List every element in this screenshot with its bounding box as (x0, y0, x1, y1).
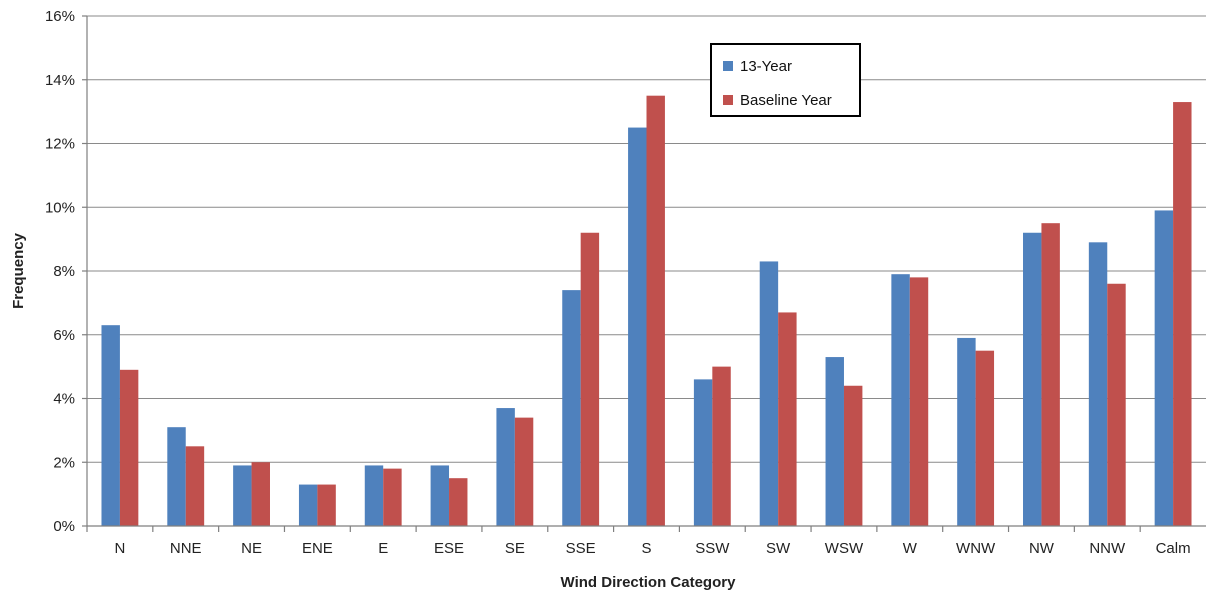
y-tick-label: 2% (53, 454, 75, 471)
y-tick-label: 14% (45, 72, 75, 89)
bar-baseline-year-calm (1173, 102, 1192, 526)
bar-13-year-nne (167, 427, 186, 526)
bar-13-year-wsw (825, 357, 844, 526)
bar-13-year-se (496, 408, 515, 526)
bar-13-year-ese (430, 465, 450, 526)
x-tick-label: NE (241, 540, 262, 557)
x-tick-label: SE (505, 540, 525, 557)
bar-13-year-sw (759, 261, 779, 526)
legend: 13-Year Baseline Year (710, 43, 861, 117)
x-tick-label: E (378, 540, 388, 557)
bar-baseline-year-sw (778, 312, 797, 526)
bar-baseline-year-s (646, 95, 665, 526)
y-tick-label: 16% (45, 8, 75, 25)
bar-13-year-ene (298, 484, 318, 526)
bar-13-year-s (628, 127, 647, 526)
bar-13-year-sse (562, 290, 581, 526)
y-tick-label: 12% (45, 136, 75, 153)
bar-baseline-year-wnw (975, 350, 995, 526)
y-axis-title: Frequency (10, 232, 27, 309)
bar-baseline-year-w (909, 277, 929, 526)
bar-13-year-ssw (693, 379, 713, 526)
bar-baseline-year-n (119, 369, 139, 526)
x-axis-title: Wind Direction Category (561, 574, 737, 591)
bar-13-year-wnw (957, 337, 976, 526)
x-tick-label: SSE (566, 540, 596, 557)
bar-baseline-year-nw (1041, 223, 1060, 526)
y-tick-label: 8% (53, 263, 75, 280)
bar-baseline-year-ese (449, 478, 468, 526)
bar-baseline-year-wsw (843, 385, 863, 526)
legend-swatch-13-year (723, 61, 733, 71)
x-tick-label: Calm (1156, 540, 1191, 557)
bar-baseline-year-nne (185, 446, 205, 526)
x-tick-label: N (114, 540, 125, 557)
y-tick-label: 10% (45, 199, 75, 216)
x-tick-label: S (641, 540, 651, 557)
x-tick-label: SW (766, 540, 791, 557)
bar-13-year-calm (1154, 210, 1174, 526)
x-tick-label: WNW (956, 540, 996, 557)
bar-baseline-year-ne (251, 462, 270, 526)
bar-baseline-year-ene (317, 484, 336, 526)
x-tick-label: NNE (170, 540, 202, 557)
x-tick-label: WSW (825, 540, 864, 557)
legend-label-13-year: 13-Year (740, 58, 792, 75)
x-tick-label: W (903, 540, 918, 557)
x-axis-ticks: N NNE NE ENE E ESE SE SSE S SSW SW WSW W WNW NW NNW Calm (86, 526, 1191, 557)
y-axis-ticks: 0% 2% 4% 6% 8% 10% 12% 14% 16% (45, 8, 87, 535)
bar-13-year-nnw (1088, 242, 1108, 526)
bar-13-year-w (891, 274, 910, 526)
y-tick-label: 4% (53, 391, 75, 408)
bar-baseline-year-nnw (1107, 283, 1126, 526)
legend-label-baseline-year: Baseline Year (740, 92, 832, 109)
bar-baseline-year-se (514, 417, 534, 526)
y-tick-label: 0% (53, 518, 75, 535)
x-tick-label: ESE (434, 540, 464, 557)
bar-13-year-n (101, 325, 120, 526)
x-tick-label: SSW (695, 540, 730, 557)
bar-baseline-year-e (383, 468, 402, 526)
bar-13-year-nw (1023, 232, 1042, 526)
x-tick-label: NW (1029, 540, 1055, 557)
bar-baseline-year-sse (580, 232, 600, 526)
legend-box (710, 43, 861, 117)
bar-13-year-e (364, 465, 384, 526)
bar-baseline-year-ssw (712, 366, 731, 526)
legend-swatch-baseline-year (723, 95, 733, 105)
bar-13-year-ne (233, 465, 252, 526)
x-tick-label: NNW (1089, 540, 1126, 557)
x-tick-label: ENE (302, 540, 333, 557)
bars (101, 95, 1192, 526)
y-tick-label: 6% (53, 327, 75, 344)
